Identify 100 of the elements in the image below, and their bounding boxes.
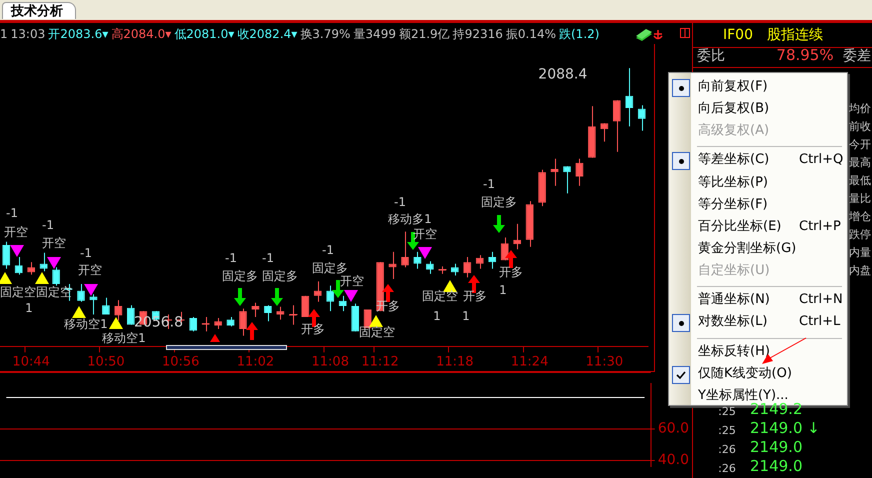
candlestick [576,158,584,186]
candlestick [126,304,135,326]
annotation: 1 [462,309,470,323]
text: 等差坐标(C) [698,152,770,167]
text: 前收 [849,120,871,133]
annotation: 开空 [42,236,66,250]
text: 最高 [849,156,871,169]
candlestick [2,241,10,270]
annotation: 1 [433,309,441,323]
x-tick-label: 11:02 [236,354,274,370]
text: 内量 [849,246,871,259]
text: :25 [718,405,736,418]
annotation: 固定多 [312,261,348,275]
annotation: 固定空 [422,289,458,303]
annotation: 固定空 [0,285,36,299]
candlestick [214,318,222,330]
candlestick [426,260,434,274]
text: 股指连续 [767,27,823,43]
text: 2149.2 [750,400,802,418]
x-tick-label: 11:24 [510,354,548,370]
candlestick [414,251,422,270]
annotation: -1 [322,243,334,257]
text: 仅随K线变动(O) [698,366,792,381]
text: 向后复权(B) [698,101,770,116]
x-tick-label: 11:08 [311,354,349,370]
text: Ctrl+L [799,314,840,329]
text: 2149.0 [750,457,802,475]
text: 2149.0 ↓ [750,419,820,437]
text: 对数坐标(L) [698,314,768,329]
text: 委差 [843,48,871,64]
text: IF00 [723,27,753,43]
candlestick [388,251,396,280]
candlestick [638,104,646,132]
text: 1 13:03 开2083.6▾ 高2084.0▾ 低2081.0▾ 收2082.4▾ 换3.79% 量3499 额21.9亿 持92316 振0.14% 跌(1.2) [0,27,600,41]
annotation: 开多 [301,322,325,336]
y-tick-label: 60.0 [658,420,689,437]
text: Ctrl+P [799,219,841,234]
text: 坐标反转(H) [698,344,770,359]
candlestick [252,302,260,318]
candlestick [40,252,48,272]
annotation: -1 [483,177,495,191]
candlestick [276,306,284,320]
candlestick [338,295,347,312]
text: 增仓 [849,210,871,223]
candlestick [450,263,459,276]
annotation: 1 [25,301,33,315]
annotation: 开多 [499,265,523,279]
text: 今开 [849,138,871,151]
text: 量比 [849,192,871,205]
annotation: 开多 [463,289,487,303]
candlestick [314,280,322,302]
x-tick-label: 10:56 [162,354,200,370]
x-tick-label: 10:44 [12,354,50,370]
text: 向前复权(F) [698,79,768,94]
x-tick-label: 10:50 [87,354,125,370]
text: 跌停 [849,228,871,241]
text: :26 [718,462,736,475]
text: :26 [718,443,736,456]
annotation: -1 [80,246,92,260]
candlestick [27,262,36,276]
candlestick [301,295,310,318]
candlestick [563,166,571,194]
annotation: -1 [394,195,406,209]
annotation: 开空 [340,274,364,288]
candlestick [401,231,409,268]
text: Ctrl+Q [799,152,844,167]
text: 黄金分割坐标(G) [698,241,796,256]
candlestick [90,294,98,316]
annotation: 开空 [78,263,102,277]
text: 高级复权(A) [698,123,770,138]
annotation: 固定多 [262,269,298,283]
text: 自定坐标(U) [698,263,770,278]
candlestick [612,100,621,152]
annotation: -1 [6,206,18,220]
annotation: 2088.4 [538,66,588,83]
annotation: 1 [499,283,507,297]
text: 均价 [849,102,871,115]
candlestick [625,68,634,127]
y-tick-label: 40.0 [658,452,689,468]
text: 2149.0 [750,438,802,456]
text: :25 [718,424,736,437]
text: 百分比坐标(E) [698,219,782,234]
x-tick-label: 11:12 [361,354,399,370]
text: 委比 [697,48,725,64]
candlestick [52,266,60,286]
annotation: -1 [225,251,237,265]
annotation: 固定空 [359,325,395,339]
annotation: -1 [42,218,54,232]
x-tick-label: 11:18 [436,354,474,370]
candlestick [351,303,360,332]
annotation: 开空 [4,225,28,239]
candlestick [239,308,247,336]
text: 普通坐标(N) [698,292,770,307]
text: Ctrl+N [799,292,843,307]
text: 最低 [849,174,871,187]
text: 等比坐标(P) [698,175,768,190]
candlestick [488,251,496,270]
text: 等分坐标(F) [698,197,768,212]
annotation: 移动空1 [102,331,146,345]
annotation: 移动多1 [388,212,432,226]
